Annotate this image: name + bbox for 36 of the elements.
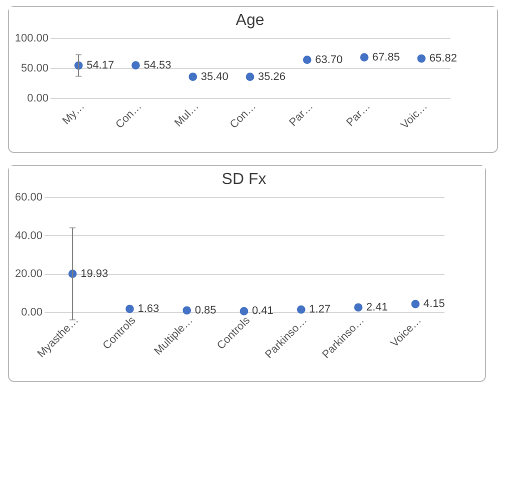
- data-label: 67.85: [372, 51, 400, 64]
- chart-title: Age: [236, 12, 264, 29]
- data-label: 0.41: [252, 305, 274, 318]
- point: [354, 303, 362, 312]
- data-label: 54.53: [144, 59, 172, 72]
- data-label: 54.17: [86, 60, 114, 72]
- data-label: 1.27: [309, 304, 331, 316]
- y-tick-label: 0.00: [27, 92, 48, 104]
- point: [302, 56, 312, 64]
- data-label: 35.26: [258, 70, 286, 83]
- x-tick-label: My…: [60, 100, 88, 128]
- y-tick-label: 100.00: [14, 32, 48, 44]
- point: [126, 304, 134, 314]
- y-tick-label: 40.00: [14, 230, 42, 242]
- data-label: 1.63: [138, 302, 160, 315]
- point: [132, 61, 140, 70]
- data-label: 35.40: [200, 70, 228, 83]
- y-tick-label: 20.00: [14, 268, 42, 280]
- y-tick-label: 50.00: [20, 62, 48, 74]
- data-label: 63.70: [315, 54, 343, 66]
- chart-title: SD Fx: [222, 171, 266, 188]
- point: [411, 300, 420, 308]
- point: [246, 72, 254, 82]
- y-tick-label: 60.00: [14, 192, 42, 204]
- data-label: 0.85: [194, 304, 216, 316]
- data-label: 2.41: [366, 301, 388, 314]
- y-tick-label: 0.00: [21, 306, 42, 318]
- point: [296, 305, 306, 314]
- data-label: 4.15: [423, 298, 445, 310]
- data-label: 65.82: [429, 52, 457, 65]
- point: [417, 54, 426, 63]
- point: [360, 53, 368, 62]
- data-label: 19.93: [80, 268, 108, 280]
- point: [240, 307, 248, 316]
- point: [182, 306, 192, 315]
- point: [188, 72, 198, 81]
